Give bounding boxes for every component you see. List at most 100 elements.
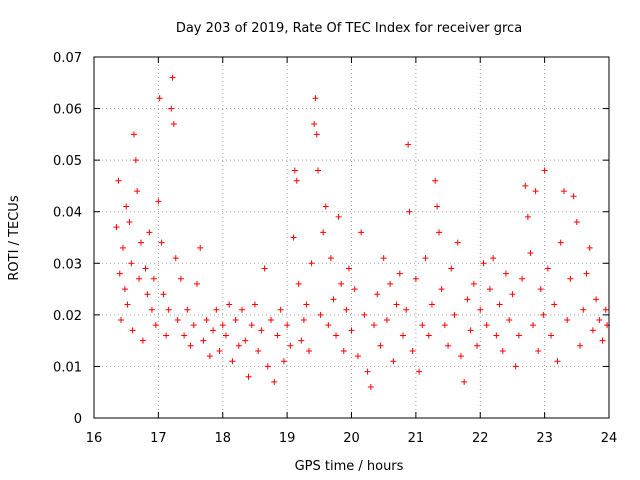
x-tick-label: 24 [601,431,618,446]
data-point [113,224,120,231]
data-point [136,275,143,282]
data-point [428,301,435,308]
data-point [130,131,137,138]
y-tick-label: 0.05 [53,154,82,169]
x-tick-label: 16 [86,431,103,446]
data-point [464,296,471,303]
data-point [165,306,172,313]
data-point [527,249,534,256]
data-point [351,286,358,293]
data-point [499,347,506,354]
data-point [425,332,432,339]
data-point [522,182,529,189]
data-point [306,347,313,354]
data-point [322,203,329,210]
data-point [483,322,490,329]
data-point [377,342,384,349]
data-point [544,265,551,272]
data-point [258,327,265,334]
data-point [293,177,300,184]
chart-title: Day 203 of 2019, Rate Of TEC Index for r… [176,21,522,36]
data-point [264,363,271,370]
data-point [268,317,275,324]
data-point [121,286,128,293]
x-tick-label: 17 [150,431,167,446]
data-point [119,244,126,251]
data-point [124,301,131,308]
data-point [383,317,390,324]
data-point [470,280,477,287]
data-point [530,322,537,329]
data-point [540,311,547,318]
data-point [203,317,210,324]
data-point [515,332,522,339]
data-point [206,353,213,360]
data-point [317,311,324,318]
data-point [152,322,159,329]
data-point [570,193,577,200]
data-point [490,255,497,262]
data-point [451,311,458,318]
data-point [454,239,461,246]
data-point [467,327,474,334]
data-point [480,260,487,267]
data-point [554,358,561,365]
data-point [160,291,167,298]
data-point [589,327,596,334]
data-point [333,332,340,339]
y-tick-label: 0 [74,412,82,427]
data-point [163,332,170,339]
data-point [177,275,184,282]
x-tick-label: 18 [214,431,231,446]
x-axis-label: GPS time / hours [295,459,404,474]
y-tick-label: 0.04 [53,206,82,221]
data-point [232,317,239,324]
data-point [255,347,262,354]
data-point [174,317,181,324]
data-points [113,74,611,391]
data-point [432,177,439,184]
data-point [155,198,162,205]
data-point [144,291,151,298]
data-point [129,327,136,334]
data-point [291,167,298,174]
y-tick-label: 0.02 [53,309,82,324]
data-point [146,229,153,236]
data-point [396,270,403,277]
data-point [541,167,548,174]
data-point [287,342,294,349]
data-point [422,255,429,262]
data-point [390,358,397,365]
axis-ticks: 16 17 18 19 20 21 22 23 24 0 0.01 0.02 0.03 0.04 0.05 0… [53,51,617,446]
data-point [438,286,445,293]
data-point [457,353,464,360]
data-point [387,280,394,287]
data-point [261,265,268,272]
data-point [506,317,513,324]
data-point [123,203,130,210]
data-point [335,213,342,220]
data-point [577,342,584,349]
data-point [325,322,332,329]
data-point [371,322,378,329]
data-point [380,255,387,262]
data-point [142,265,149,272]
data-point [393,301,400,308]
data-point [496,301,503,308]
data-point [416,368,423,375]
x-tick-label: 19 [279,431,296,446]
data-point [168,105,175,112]
y-tick-label: 0.07 [53,51,82,66]
data-point [474,342,481,349]
data-point [313,131,320,138]
plot-frame [93,56,610,419]
data-point [300,317,307,324]
data-point [403,306,410,313]
data-point [345,265,352,272]
data-point [493,332,500,339]
grid [94,57,609,418]
data-point [235,342,242,349]
data-point [213,306,220,313]
data-point [535,347,542,354]
